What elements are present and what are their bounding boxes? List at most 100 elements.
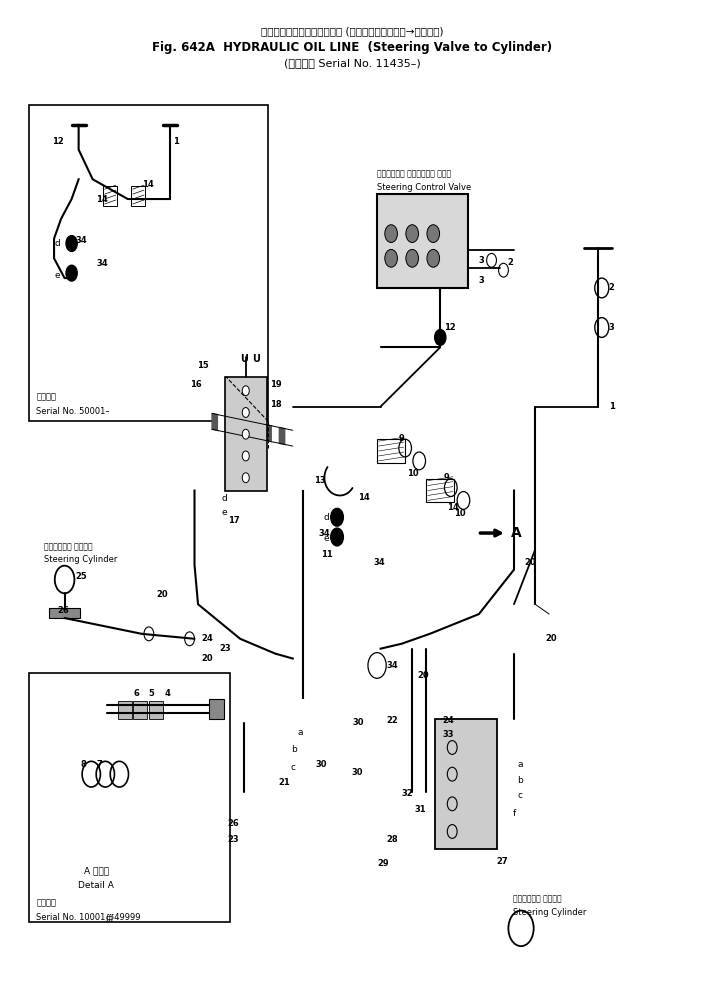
Text: 24: 24 xyxy=(202,634,214,643)
Polygon shape xyxy=(279,427,286,445)
Text: 3: 3 xyxy=(479,256,484,265)
Text: a: a xyxy=(298,728,303,737)
Text: 30: 30 xyxy=(352,718,364,727)
Text: Fig. 642A  HYDRAULIC OIL LINE  (Steering Valve to Cylinder): Fig. 642A HYDRAULIC OIL LINE (Steering V… xyxy=(152,41,553,54)
Text: U: U xyxy=(252,354,260,364)
Text: 34: 34 xyxy=(96,259,108,268)
Text: 14: 14 xyxy=(447,502,459,512)
Text: 15: 15 xyxy=(197,361,209,370)
Text: 24: 24 xyxy=(442,716,454,725)
Text: 適用号機: 適用号機 xyxy=(37,392,56,401)
Polygon shape xyxy=(212,413,219,431)
Text: Steering Cylinder: Steering Cylinder xyxy=(513,908,586,917)
Text: 7: 7 xyxy=(96,760,102,769)
Circle shape xyxy=(385,225,398,243)
Text: 1: 1 xyxy=(173,137,179,147)
Bar xyxy=(225,377,266,491)
Text: 30: 30 xyxy=(315,760,327,769)
Text: 8: 8 xyxy=(80,760,86,769)
Bar xyxy=(118,701,132,718)
Text: 5: 5 xyxy=(149,689,154,698)
Circle shape xyxy=(243,451,250,461)
Text: 20: 20 xyxy=(546,634,557,643)
Text: b: b xyxy=(517,776,523,785)
Bar xyxy=(30,673,230,923)
Text: Steering Cylinder: Steering Cylinder xyxy=(44,555,117,564)
Text: 14: 14 xyxy=(358,493,370,502)
Bar xyxy=(49,608,80,618)
Text: 9: 9 xyxy=(443,474,450,483)
Text: 26: 26 xyxy=(58,606,69,614)
Text: d: d xyxy=(221,494,227,503)
Text: 20: 20 xyxy=(525,558,537,567)
Polygon shape xyxy=(246,420,252,438)
Text: 6: 6 xyxy=(133,689,140,698)
Circle shape xyxy=(243,385,250,395)
Polygon shape xyxy=(286,429,293,446)
Text: e: e xyxy=(54,271,60,279)
Text: 2: 2 xyxy=(609,283,615,292)
Bar xyxy=(209,699,224,718)
Text: e: e xyxy=(323,534,329,543)
Text: 20: 20 xyxy=(156,590,168,599)
Text: (適用号機 Serial No. 11435–): (適用号機 Serial No. 11435–) xyxy=(284,57,421,67)
Text: 11: 11 xyxy=(321,550,333,559)
Text: 29: 29 xyxy=(377,858,388,867)
Text: 22: 22 xyxy=(386,716,398,725)
Text: Serial No. 10001∰49999: Serial No. 10001∰49999 xyxy=(37,912,141,921)
Bar xyxy=(103,186,117,206)
Text: 20: 20 xyxy=(202,654,213,663)
Circle shape xyxy=(66,236,78,252)
Text: ステアリング コントロール バルブ: ステアリング コントロール バルブ xyxy=(377,169,451,178)
Text: c: c xyxy=(290,763,295,772)
Text: 28: 28 xyxy=(386,834,398,844)
Text: d: d xyxy=(54,239,60,248)
Text: 32: 32 xyxy=(402,790,413,799)
Text: 23: 23 xyxy=(219,644,231,653)
Circle shape xyxy=(385,250,398,268)
Text: 13: 13 xyxy=(314,477,326,486)
Polygon shape xyxy=(219,415,226,432)
Text: 19: 19 xyxy=(270,381,282,389)
Text: 2: 2 xyxy=(507,258,513,267)
Text: 34: 34 xyxy=(386,661,398,670)
Text: a: a xyxy=(517,760,523,769)
Text: 18: 18 xyxy=(270,400,282,409)
Bar xyxy=(377,439,405,463)
Circle shape xyxy=(427,250,440,268)
Circle shape xyxy=(243,429,250,439)
Polygon shape xyxy=(252,422,259,439)
Text: 25: 25 xyxy=(75,572,87,581)
Text: c: c xyxy=(517,792,522,801)
Text: 1: 1 xyxy=(609,402,615,411)
Text: e: e xyxy=(221,507,227,516)
Polygon shape xyxy=(266,425,273,442)
Text: 30: 30 xyxy=(351,768,362,777)
Circle shape xyxy=(331,508,343,526)
Text: 10: 10 xyxy=(407,470,419,479)
Polygon shape xyxy=(259,423,266,440)
Text: 16: 16 xyxy=(190,381,202,389)
Text: ステアリング シリンダ: ステアリング シリンダ xyxy=(44,542,92,551)
Text: 12: 12 xyxy=(443,323,455,332)
Bar xyxy=(427,479,454,502)
Text: A: A xyxy=(510,526,521,540)
Polygon shape xyxy=(273,426,279,443)
Polygon shape xyxy=(226,416,232,433)
Text: 27: 27 xyxy=(496,856,508,866)
Circle shape xyxy=(406,225,419,243)
Text: 3: 3 xyxy=(609,323,615,332)
Text: 33: 33 xyxy=(442,730,454,739)
Text: 適用号機: 適用号機 xyxy=(37,898,56,907)
Text: 34: 34 xyxy=(319,528,331,537)
Polygon shape xyxy=(232,417,239,435)
Bar xyxy=(436,718,497,849)
Text: 31: 31 xyxy=(415,806,426,815)
Text: 34: 34 xyxy=(374,558,385,567)
Text: f: f xyxy=(513,810,516,819)
Bar xyxy=(377,194,468,288)
Circle shape xyxy=(66,266,78,281)
Text: Steering Control Valve: Steering Control Valve xyxy=(377,182,472,191)
Text: Serial No. 50001–: Serial No. 50001– xyxy=(37,407,110,416)
Text: ハイドロリックオイルライン (ステアリングバルブ→シリンダ): ハイドロリックオイルライン (ステアリングバルブ→シリンダ) xyxy=(262,26,443,36)
